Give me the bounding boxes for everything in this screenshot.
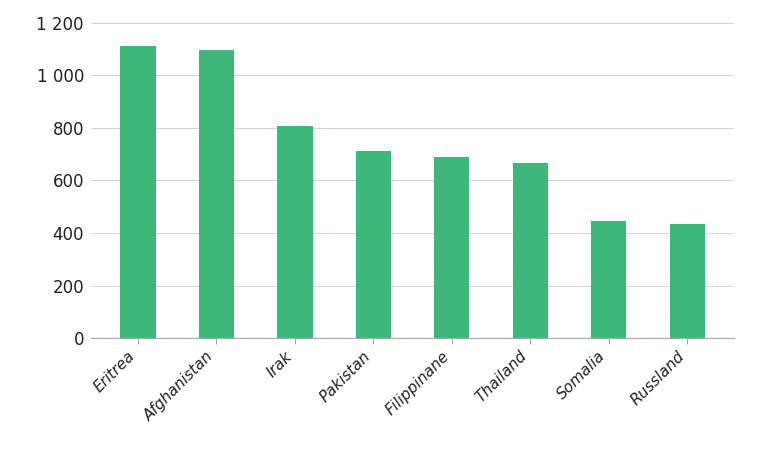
Bar xyxy=(120,46,156,338)
Bar xyxy=(356,152,391,338)
Bar xyxy=(591,221,626,338)
Bar xyxy=(669,224,705,338)
Bar xyxy=(199,50,234,338)
Bar xyxy=(277,126,313,338)
Bar xyxy=(512,163,548,338)
Bar xyxy=(435,156,469,338)
